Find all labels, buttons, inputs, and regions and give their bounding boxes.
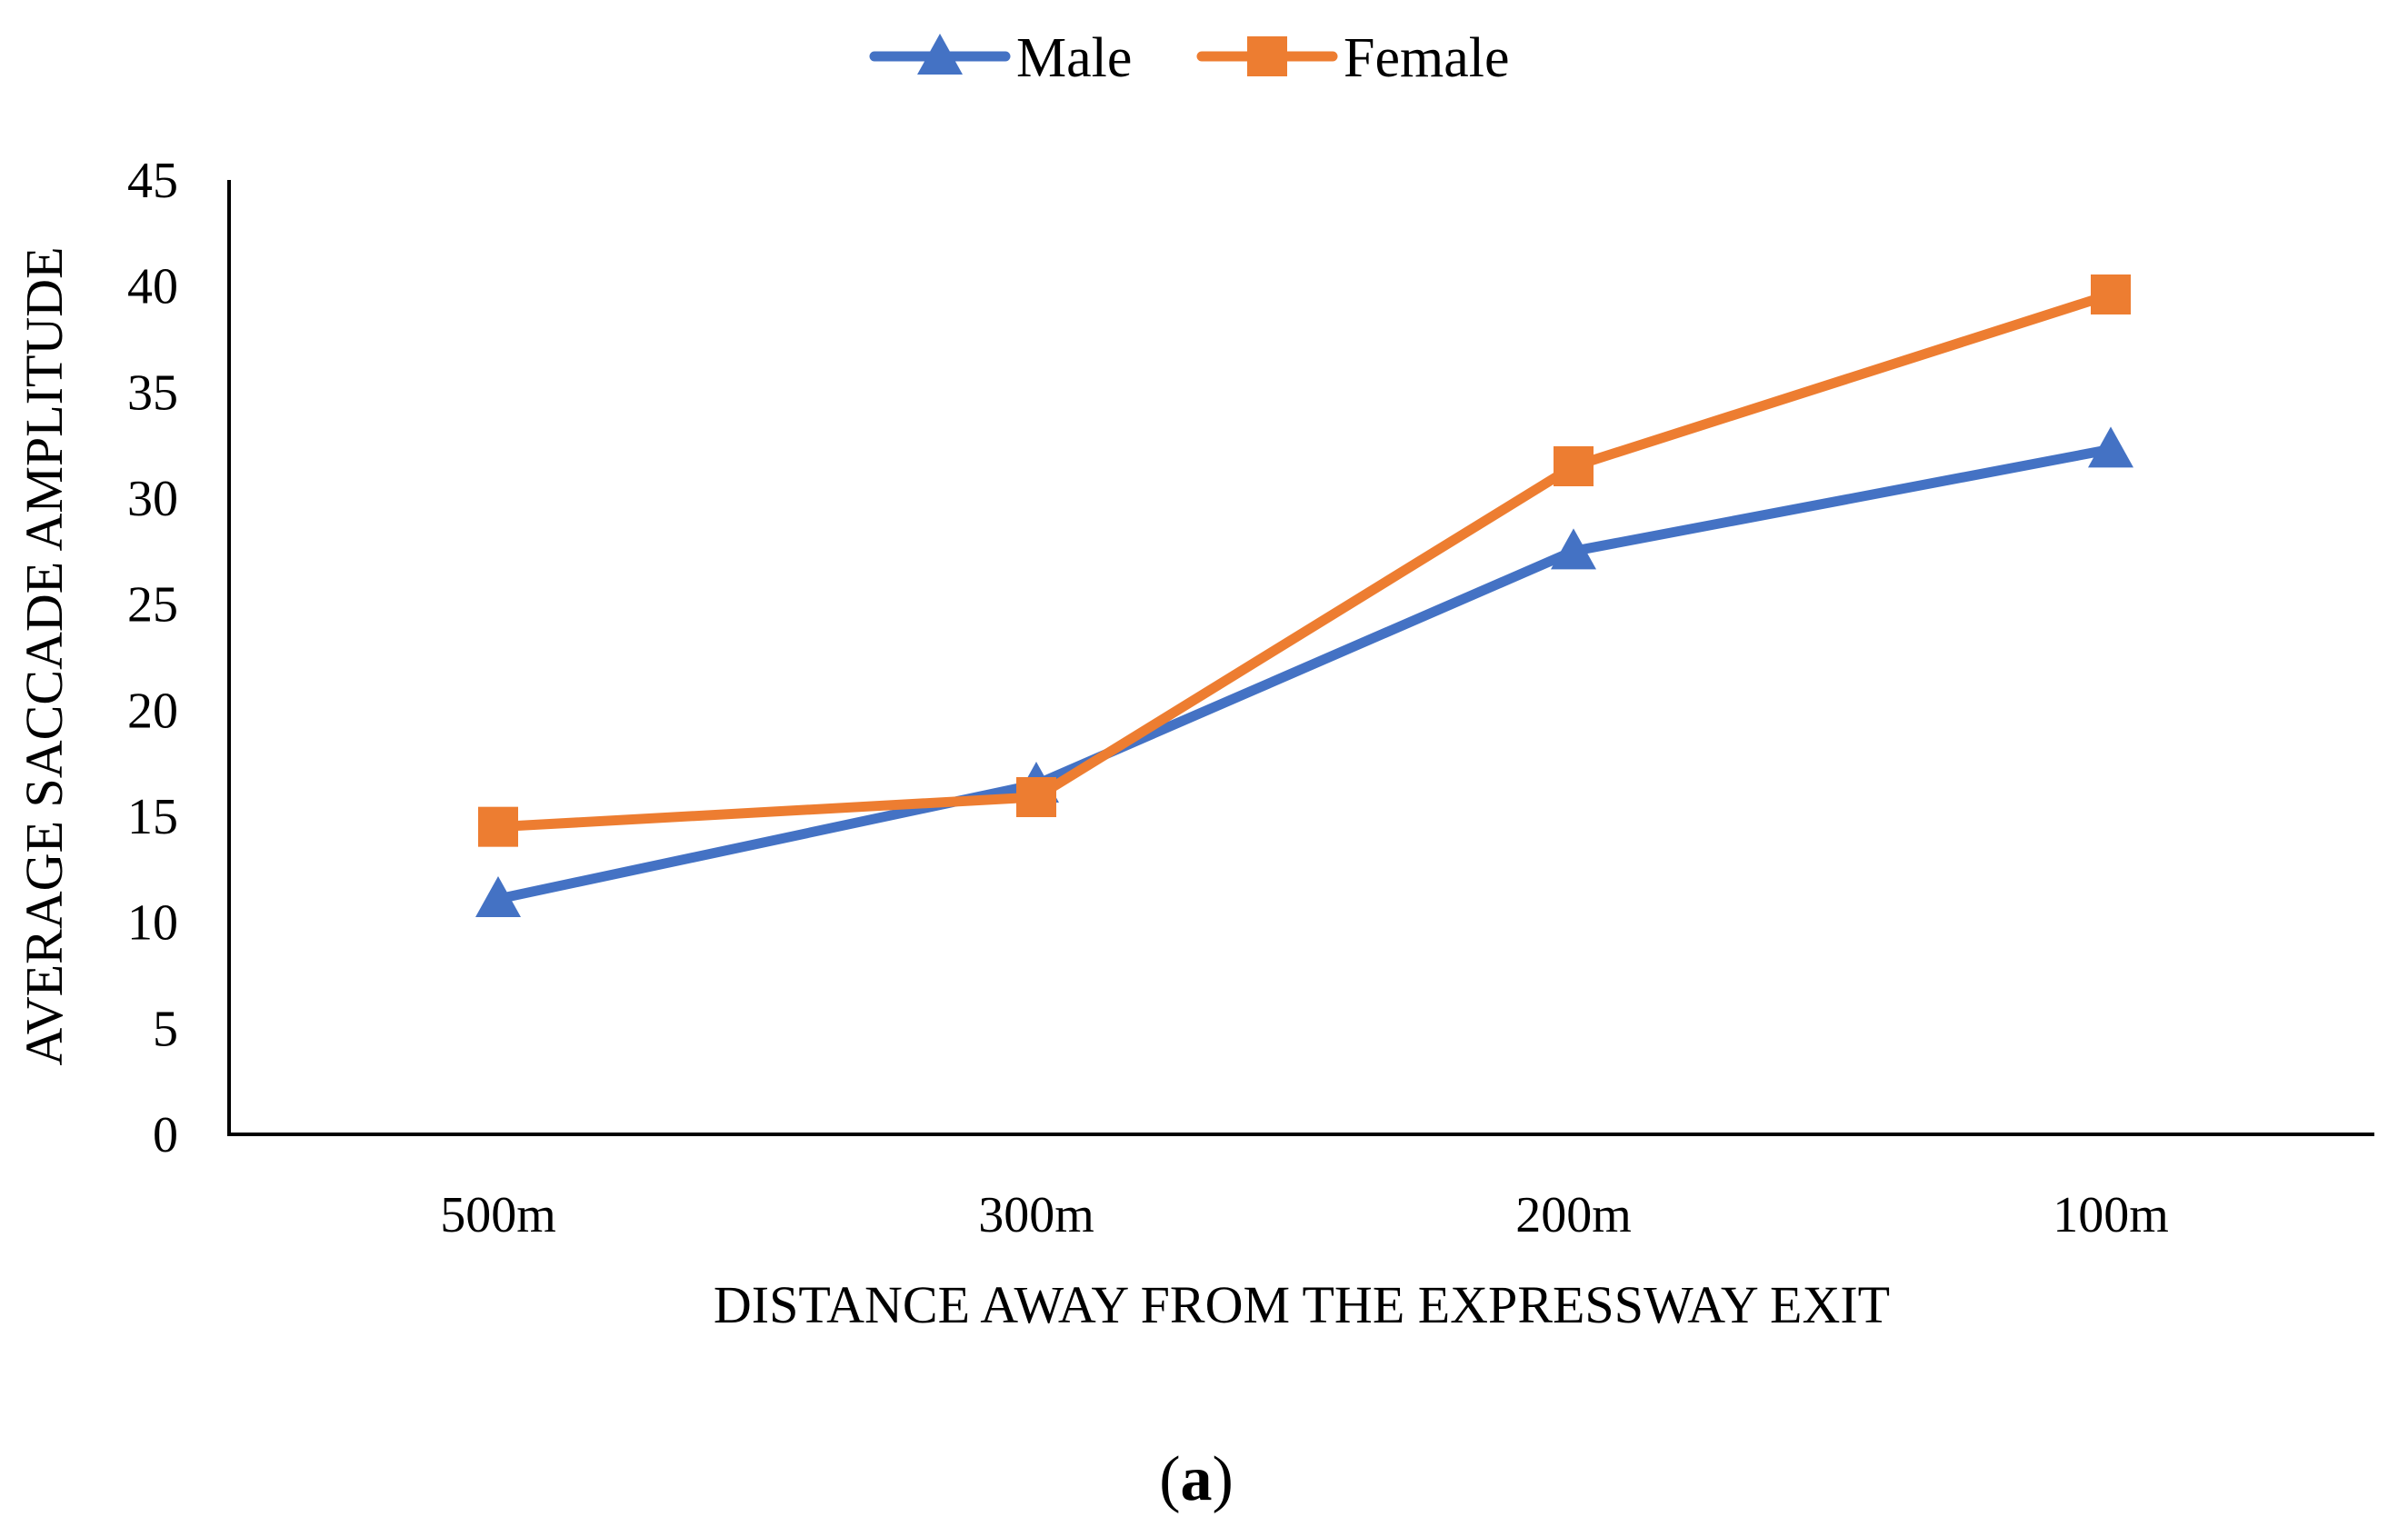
legend-label-male: Male — [1016, 27, 1132, 89]
series-group — [475, 274, 2133, 917]
series-male — [475, 426, 2133, 917]
legend: Male Female — [869, 27, 1510, 89]
data-point-male — [1551, 528, 1596, 570]
legend-marker-male — [917, 34, 963, 75]
legend-label-female: Female — [1344, 27, 1510, 89]
series-line-female — [493, 289, 2116, 833]
y-tick-label: 10 — [127, 895, 178, 952]
y-tick-label: 0 — [153, 1107, 178, 1163]
y-tick-label: 5 — [153, 1001, 178, 1057]
caption-close-paren: ) — [1213, 1444, 1234, 1514]
data-point-male — [475, 876, 521, 917]
y-tick-label: 45 — [127, 153, 178, 209]
x-tick-label: 500m — [440, 1187, 556, 1243]
y-tick-label: 25 — [127, 577, 178, 634]
series-female — [478, 274, 2131, 847]
legend-item-female: Female — [1196, 27, 1510, 89]
x-tick-labels: 500m 300m 200m 100m — [440, 1187, 2169, 1243]
data-point-male — [2088, 426, 2133, 468]
y-tick-label: 20 — [127, 683, 178, 739]
series-line-male — [493, 444, 2116, 904]
data-point-female — [2091, 274, 2131, 314]
caption-label: a — [1181, 1444, 1213, 1514]
figure-caption: (a) — [1159, 1444, 1234, 1514]
data-point-female — [1554, 446, 1594, 486]
x-tick-label: 200m — [1515, 1187, 1632, 1243]
y-tick-label: 15 — [127, 789, 178, 845]
data-point-female — [1016, 777, 1056, 817]
y-tick-labels: 0 5 10 15 20 25 30 35 40 45 — [127, 153, 178, 1163]
y-axis-title: AVERAGE SACCADE AMPLITUDE — [15, 246, 74, 1065]
x-tick-label: 100m — [2053, 1187, 2169, 1243]
caption-open-paren: ( — [1159, 1444, 1180, 1514]
x-tick-label: 300m — [978, 1187, 1094, 1243]
x-axis-title: DISTANCE AWAY FROM THE EXPRESSWAY EXIT — [714, 1275, 1890, 1334]
y-tick-label: 40 — [127, 259, 178, 315]
y-tick-label: 35 — [127, 364, 178, 421]
data-point-female — [478, 806, 518, 847]
legend-marker-female — [1247, 36, 1287, 76]
y-tick-label: 30 — [127, 471, 178, 527]
legend-item-male: Male — [869, 27, 1132, 89]
